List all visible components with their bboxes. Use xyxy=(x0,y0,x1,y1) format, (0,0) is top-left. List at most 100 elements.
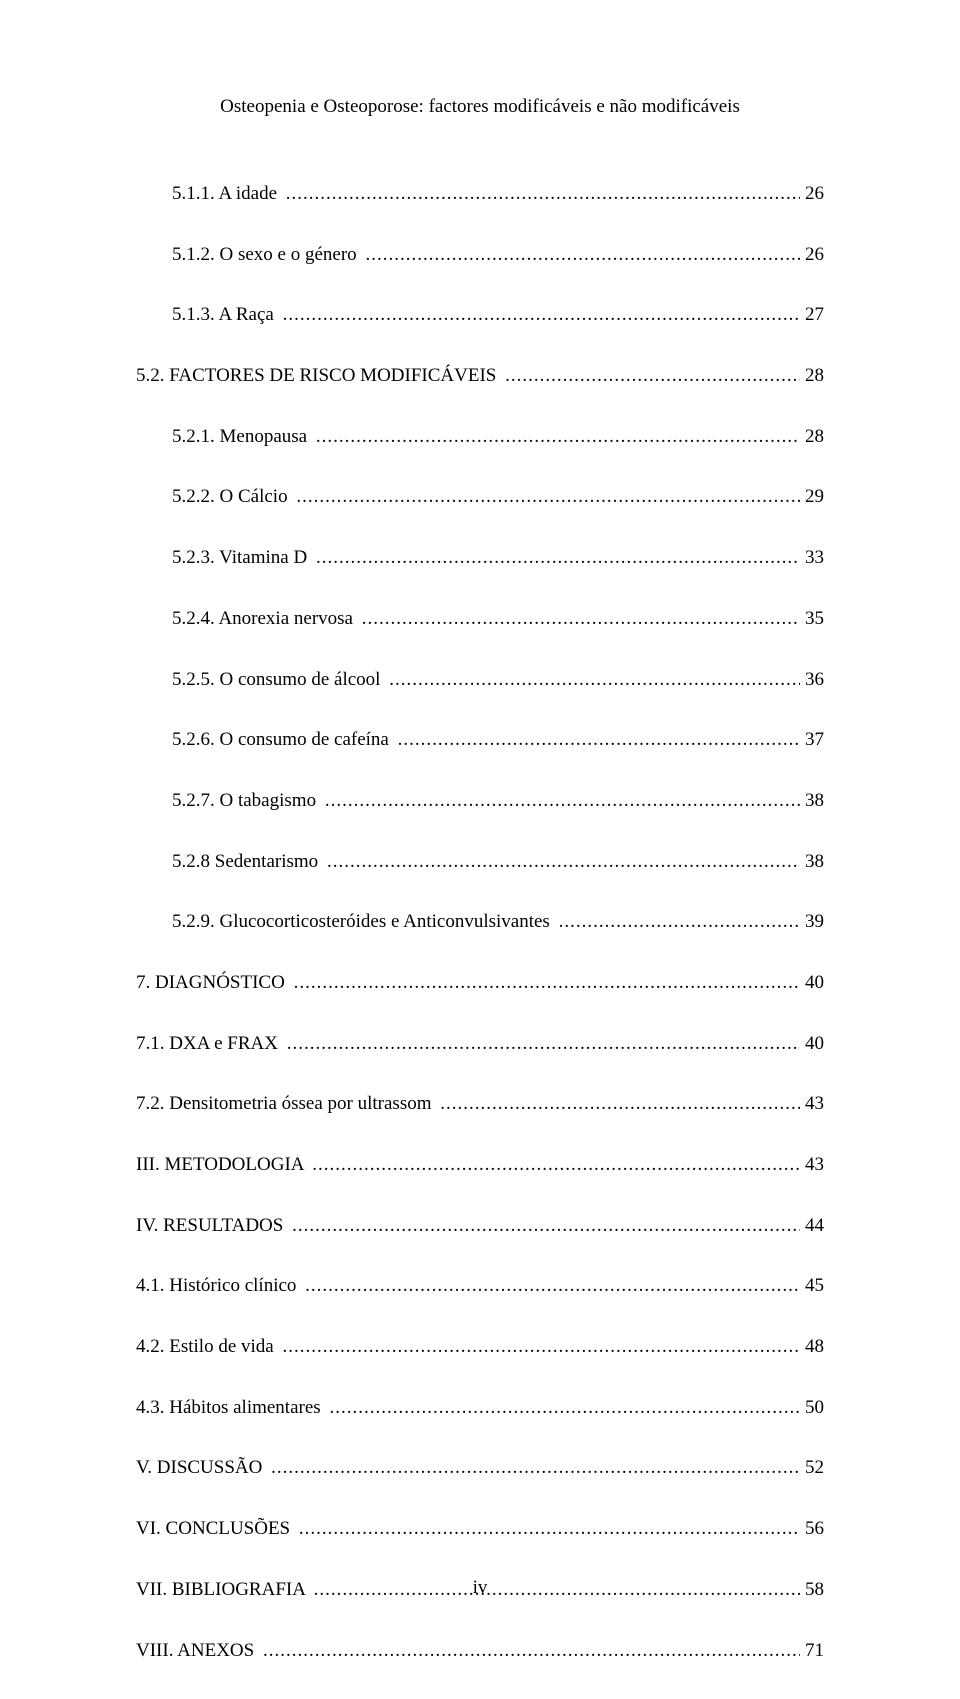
toc-row: 7. DIAGNÓSTICO 40 xyxy=(136,971,824,996)
toc-entry-page: 27 xyxy=(800,303,824,328)
toc-row: 5.1.2. O sexo e o género 26 xyxy=(136,243,824,268)
toc-leader-dots xyxy=(394,728,801,753)
toc-row: 5.1.3. A Raça 27 xyxy=(136,303,824,328)
toc-row: 5.2.6. O consumo de cafeína 37 xyxy=(136,728,824,753)
toc-entry-label: 5.2.4. Anorexia nervosa xyxy=(172,607,358,632)
toc-leader-dots xyxy=(279,303,801,328)
toc-row: 5.2.3. Vitamina D 33 xyxy=(136,546,824,571)
page-header-title: Osteopenia e Osteoporose: factores modif… xyxy=(136,96,824,118)
toc-entry-page: 56 xyxy=(800,1517,824,1542)
toc-entry-label: 5.1.2. O sexo e o género xyxy=(172,243,361,268)
toc-row: III. METODOLOGIA 43 xyxy=(136,1153,824,1178)
toc-leader-dots xyxy=(278,1335,800,1360)
toc-row: 4.1. Histórico clínico 45 xyxy=(136,1274,824,1299)
toc-leader-dots xyxy=(301,1274,800,1299)
toc-entry-page: 33 xyxy=(800,546,824,571)
toc-row: 4.3. Hábitos alimentares 50 xyxy=(136,1396,824,1421)
toc-leader-dots xyxy=(436,1092,800,1117)
toc-entry-page: 40 xyxy=(800,971,824,996)
toc-entry-label: 4.1. Histórico clínico xyxy=(136,1274,301,1299)
toc-row: 5.2.8 Sedentarismo 38 xyxy=(136,850,824,875)
toc-entry-page: 38 xyxy=(800,850,824,875)
toc-leader-dots xyxy=(283,1032,801,1057)
toc-entry-page: 28 xyxy=(800,425,824,450)
toc-leader-dots xyxy=(501,364,800,389)
toc-entry-label: 7.2. Densitometria óssea por ultrassom xyxy=(136,1092,436,1117)
toc-entry-page: 38 xyxy=(800,789,824,814)
toc-row: 5.2.2. O Cálcio 29 xyxy=(136,485,824,510)
toc-entry-page: 37 xyxy=(800,728,824,753)
toc-entry-page: 43 xyxy=(800,1153,824,1178)
toc-leader-dots xyxy=(385,668,800,693)
toc-entry-page: 52 xyxy=(800,1456,824,1481)
toc-leader-dots xyxy=(323,850,800,875)
toc-leader-dots xyxy=(358,607,801,632)
toc-entry-page: 40 xyxy=(800,1032,824,1057)
toc-entry-page: 45 xyxy=(800,1274,824,1299)
toc-row: 5.2. FACTORES DE RISCO MODIFICÁVEIS 28 xyxy=(136,364,824,389)
toc-entry-label: 5.1.3. A Raça xyxy=(172,303,279,328)
toc-entry-label: 5.2. FACTORES DE RISCO MODIFICÁVEIS xyxy=(136,364,501,389)
toc-row: 5.2.5. O consumo de álcool 36 xyxy=(136,668,824,693)
toc-entry-label: 5.2.7. O tabagismo xyxy=(172,789,321,814)
toc-entry-label: III. METODOLOGIA xyxy=(136,1153,308,1178)
toc-row: 7.2. Densitometria óssea por ultrassom 4… xyxy=(136,1092,824,1117)
toc-entry-page: 50 xyxy=(800,1396,824,1421)
toc-row: VI. CONCLUSÕES 56 xyxy=(136,1517,824,1542)
toc-leader-dots xyxy=(292,485,800,510)
toc-leader-dots xyxy=(325,1396,800,1421)
toc-entry-label: 7. DIAGNÓSTICO xyxy=(136,971,290,996)
toc-entry-page: 39 xyxy=(800,910,824,935)
toc-leader-dots xyxy=(321,789,800,814)
toc-entry-label: 5.2.8 Sedentarismo xyxy=(172,850,323,875)
toc-row: 5.2.9. Glucocorticosteróides e Anticonvu… xyxy=(136,910,824,935)
toc-leader-dots xyxy=(259,1639,800,1664)
toc-leader-dots xyxy=(555,910,801,935)
toc-entry-label: 5.2.9. Glucocorticosteróides e Anticonvu… xyxy=(172,910,555,935)
toc-entry-page: 28 xyxy=(800,364,824,389)
toc-row: 5.2.1. Menopausa 28 xyxy=(136,425,824,450)
toc-entry-label: IV. RESULTADOS xyxy=(136,1214,288,1239)
toc-row: 7.1. DXA e FRAX 40 xyxy=(136,1032,824,1057)
toc-row: V. DISCUSSÃO 52 xyxy=(136,1456,824,1481)
toc-leader-dots xyxy=(267,1456,800,1481)
toc-leader-dots xyxy=(308,1153,800,1178)
toc-entry-label: V. DISCUSSÃO xyxy=(136,1456,267,1481)
toc-entry-label: 4.3. Hábitos alimentares xyxy=(136,1396,325,1421)
toc-row: 5.2.4. Anorexia nervosa 35 xyxy=(136,607,824,632)
toc-row: VIII. ANEXOS 71 xyxy=(136,1639,824,1664)
toc-entry-label: VIII. ANEXOS xyxy=(136,1639,259,1664)
toc-entry-label: 5.2.1. Menopausa xyxy=(172,425,312,450)
toc-entry-page: 29 xyxy=(800,485,824,510)
toc-entry-label: 5.2.5. O consumo de álcool xyxy=(172,668,385,693)
toc-entry-page: 48 xyxy=(800,1335,824,1360)
toc-entry-page: 35 xyxy=(800,607,824,632)
toc-row: 4.2. Estilo de vida 48 xyxy=(136,1335,824,1360)
toc-leader-dots xyxy=(312,546,800,571)
toc-leader-dots xyxy=(282,182,800,207)
toc-entry-page: 71 xyxy=(800,1639,824,1664)
toc-leader-dots xyxy=(312,425,800,450)
toc-entry-label: 5.2.6. O consumo de cafeína xyxy=(172,728,394,753)
toc-entry-page: 44 xyxy=(800,1214,824,1239)
toc-entry-label: VI. CONCLUSÕES xyxy=(136,1517,295,1542)
toc-row: IV. RESULTADOS 44 xyxy=(136,1214,824,1239)
page: Osteopenia e Osteoporose: factores modif… xyxy=(0,0,960,1699)
toc-entry-page: 36 xyxy=(800,668,824,693)
toc-entry-label: 5.2.2. O Cálcio xyxy=(172,485,292,510)
toc-leader-dots xyxy=(290,971,801,996)
toc-entry-label: 4.2. Estilo de vida xyxy=(136,1335,278,1360)
toc-entry-page: 26 xyxy=(800,182,824,207)
table-of-contents: 5.1.1. A idade 265.1.2. O sexo e o géner… xyxy=(136,182,824,1663)
toc-entry-label: 7.1. DXA e FRAX xyxy=(136,1032,283,1057)
toc-entry-page: 43 xyxy=(800,1092,824,1117)
toc-entry-page: 26 xyxy=(800,243,824,268)
toc-row: 5.1.1. A idade 26 xyxy=(136,182,824,207)
toc-row: 5.2.7. O tabagismo 38 xyxy=(136,789,824,814)
toc-leader-dots xyxy=(361,243,800,268)
page-number: iv xyxy=(0,1577,960,1599)
toc-entry-label: 5.1.1. A idade xyxy=(172,182,282,207)
toc-leader-dots xyxy=(288,1214,800,1239)
toc-leader-dots xyxy=(295,1517,800,1542)
toc-entry-label: 5.2.3. Vitamina D xyxy=(172,546,312,571)
